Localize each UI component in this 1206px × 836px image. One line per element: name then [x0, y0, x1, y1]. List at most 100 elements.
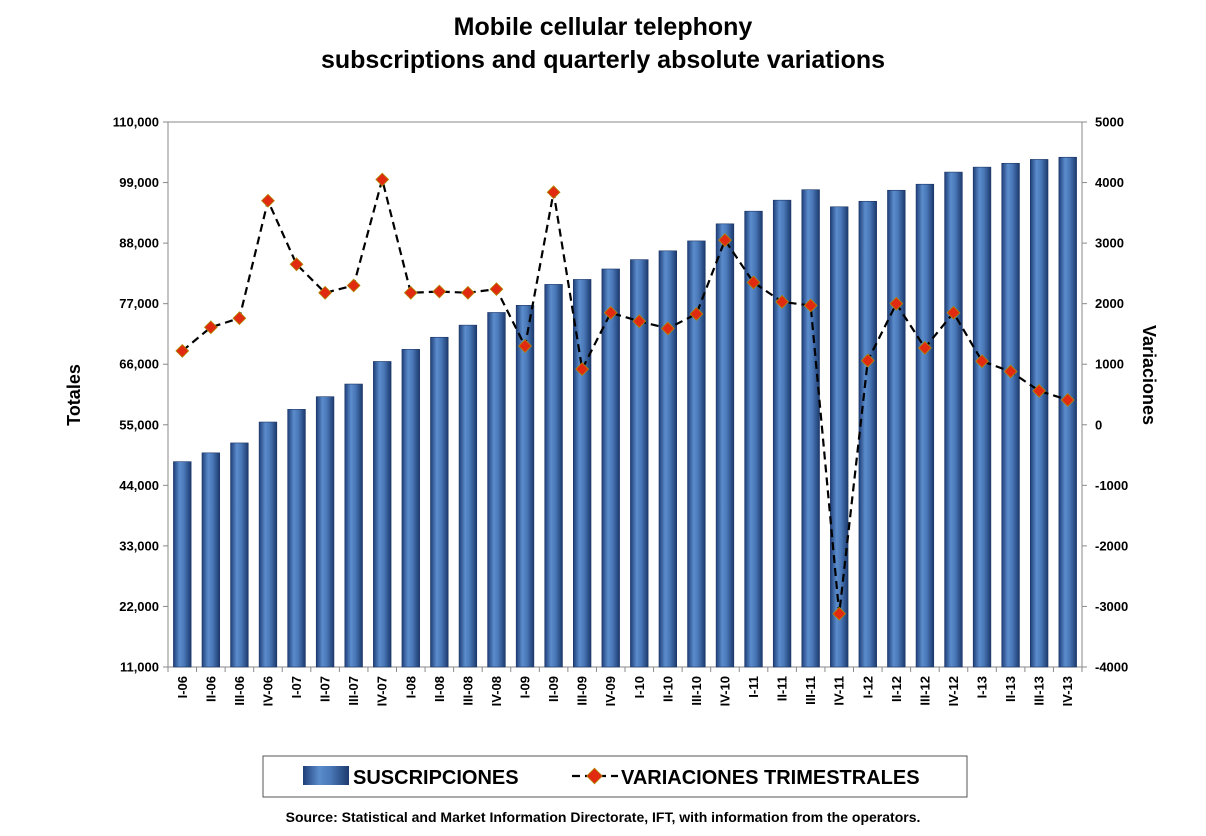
bar-III-11	[801, 189, 820, 668]
category-label: II-09	[546, 676, 561, 702]
bar-III-09	[572, 279, 592, 668]
category-label: IV-06	[260, 676, 275, 706]
legend-label-variaciones: VARIACIONES TRIMESTRALES	[621, 767, 920, 789]
right-tick-label: 5000	[1095, 115, 1124, 130]
bar-III-12	[915, 183, 935, 668]
bar-II-06	[201, 452, 221, 668]
category-label: II-08	[432, 676, 447, 702]
left-tick-label: 11,000	[120, 660, 159, 675]
marker-III-09	[575, 362, 590, 376]
marker-III-12	[917, 340, 932, 355]
marker-II-10	[660, 321, 675, 336]
source-note: Source: Statistical and Market Informati…	[286, 809, 921, 825]
category-label: II-06	[203, 676, 218, 702]
marker-IV-13	[1060, 393, 1075, 407]
category-label: III-11	[803, 676, 818, 705]
bar-I-11	[744, 210, 763, 668]
marker-IV-06	[261, 193, 275, 208]
left-axis-title: Totales	[64, 364, 84, 426]
left-axis-ticks: 110,000 99,000 88,000 77,000 66,000 55,000 44,…	[113, 115, 168, 675]
marker-I-06	[175, 343, 190, 358]
bar-IV-09	[601, 268, 620, 668]
marker-II-12	[889, 296, 904, 311]
bar-II-10	[658, 250, 677, 668]
marker-II-11	[775, 294, 790, 309]
bar-IV-07	[373, 361, 392, 668]
bar-IV-13	[1058, 156, 1077, 668]
legend-marker-variaciones	[586, 767, 603, 785]
marker-II-07	[318, 285, 333, 300]
right-axis-ticks: 5000 4000 3000 2000 1000 0 -1000 -2000 -3000 -400…	[1082, 115, 1128, 675]
bar-II-08	[430, 336, 449, 668]
bar-IV-06	[258, 421, 278, 668]
category-label: III-06	[232, 676, 247, 706]
marker-IV-12	[946, 305, 961, 320]
bar-I-08	[401, 349, 420, 668]
bar-II-13	[1001, 162, 1020, 668]
marker-II-06	[203, 320, 218, 335]
legend-swatch-suscripciones	[303, 766, 349, 785]
left-tick-label: 99,000	[119, 175, 159, 190]
category-label: IV-12	[946, 676, 961, 706]
marker-III-06	[232, 311, 247, 326]
marker-I-10	[632, 314, 647, 329]
marker-IV-10	[718, 233, 732, 248]
category-label: III-07	[346, 676, 361, 706]
bar-I-09	[515, 305, 535, 668]
bar-II-11	[772, 199, 792, 668]
marker-I-09	[518, 339, 532, 353]
right-tick-label: -4000	[1095, 660, 1128, 675]
marker-II-09	[546, 185, 561, 200]
bar-II-12	[887, 189, 906, 668]
marker-II-13	[1003, 364, 1018, 379]
right-axis-title: Variaciones	[1139, 325, 1159, 425]
marker-I-08	[403, 285, 418, 300]
category-label: II-13	[1003, 676, 1018, 702]
marker-IV-11	[832, 606, 847, 621]
marker-III-13	[1032, 383, 1047, 398]
bar-III-13	[1030, 159, 1049, 668]
legend-box	[262, 755, 968, 798]
marker-I-12	[860, 353, 875, 368]
marker-III-08	[460, 285, 475, 300]
bar-I-12	[858, 200, 877, 668]
bar-III-08	[458, 324, 478, 668]
right-tick-label: -2000	[1095, 538, 1128, 553]
category-label: III-12	[917, 676, 932, 706]
left-tick-label: 66,000	[119, 357, 159, 372]
line-markers-variaciones	[175, 172, 1075, 621]
category-label: I-12	[860, 676, 875, 698]
right-tick-label: 1000	[1095, 357, 1124, 372]
marker-IV-07	[375, 172, 390, 187]
right-tick-label: 0	[1095, 417, 1102, 432]
left-tick-label: 55,000	[119, 417, 159, 432]
right-tick-label: 4000	[1095, 175, 1124, 190]
legend: SUSCRIPCIONES VARIACIONES TRIMESTRALES	[262, 755, 968, 798]
left-tick-label: 110,000	[113, 115, 159, 130]
legend-label-suscripciones: SUSCRIPCIONES	[353, 767, 519, 789]
category-label: III-08	[460, 676, 475, 706]
bar-II-07	[315, 396, 335, 668]
category-label: IV-09	[603, 676, 618, 706]
category-label: IV-13	[1060, 676, 1075, 706]
category-label: IV-07	[375, 676, 390, 706]
bar-I-07	[287, 409, 306, 668]
category-label: I-08	[403, 676, 418, 698]
marker-IV-09	[603, 305, 618, 320]
chart-title: Mobile cellular telephony subscriptions …	[321, 13, 885, 74]
bar-IV-08	[487, 312, 506, 668]
bar-IV-11	[830, 206, 849, 668]
marker-I-13	[975, 354, 989, 369]
marker-III-07	[346, 278, 361, 293]
left-tick-label: 22,000	[119, 599, 159, 614]
marker-I-11	[746, 275, 761, 290]
right-tick-label: -1000	[1095, 478, 1128, 493]
bar-III-06	[230, 442, 249, 668]
category-label: II-11	[775, 676, 790, 701]
marker-IV-08	[489, 282, 504, 297]
bar-III-07	[344, 383, 363, 668]
category-label: III-10	[689, 676, 704, 706]
bar-II-09	[544, 284, 563, 668]
category-label: I-09	[518, 676, 533, 698]
